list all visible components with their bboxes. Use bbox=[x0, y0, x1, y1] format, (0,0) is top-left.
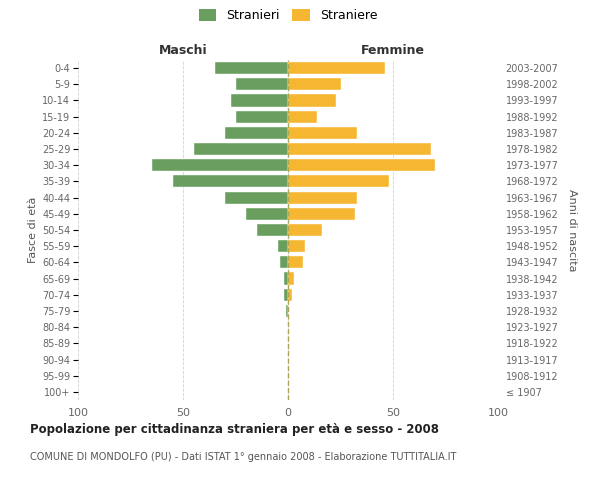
Bar bbox=[235, 110, 288, 122]
Bar bbox=[225, 192, 288, 203]
Text: Maschi: Maschi bbox=[158, 44, 208, 57]
Legend: Stranieri, Straniere: Stranieri, Straniere bbox=[199, 8, 377, 22]
Bar bbox=[286, 305, 288, 317]
Bar bbox=[232, 94, 288, 106]
Bar bbox=[235, 78, 288, 90]
Text: COMUNE DI MONDOLFO (PU) - Dati ISTAT 1° gennaio 2008 - Elaborazione TUTTITALIA.I: COMUNE DI MONDOLFO (PU) - Dati ISTAT 1° … bbox=[30, 452, 457, 462]
Bar bbox=[193, 143, 288, 155]
Bar bbox=[257, 224, 288, 236]
Bar bbox=[284, 288, 288, 301]
Bar bbox=[288, 272, 295, 284]
Bar bbox=[288, 159, 435, 172]
Bar bbox=[288, 256, 303, 268]
Bar bbox=[288, 176, 389, 188]
Bar bbox=[288, 224, 322, 236]
Bar bbox=[288, 240, 305, 252]
Bar bbox=[173, 176, 288, 188]
Bar bbox=[215, 62, 288, 74]
Text: Femmine: Femmine bbox=[361, 44, 425, 57]
Bar bbox=[288, 288, 292, 301]
Bar bbox=[288, 127, 358, 139]
Bar bbox=[151, 159, 288, 172]
Y-axis label: Fasce di età: Fasce di età bbox=[28, 197, 38, 263]
Bar bbox=[288, 192, 358, 203]
Bar bbox=[288, 78, 341, 90]
Bar bbox=[277, 240, 288, 252]
Bar bbox=[225, 127, 288, 139]
Bar bbox=[288, 143, 431, 155]
Y-axis label: Anni di nascita: Anni di nascita bbox=[567, 188, 577, 271]
Bar bbox=[246, 208, 288, 220]
Bar bbox=[288, 62, 385, 74]
Text: Popolazione per cittadinanza straniera per età e sesso - 2008: Popolazione per cittadinanza straniera p… bbox=[30, 422, 439, 436]
Bar bbox=[288, 94, 337, 106]
Bar bbox=[288, 110, 317, 122]
Bar bbox=[288, 208, 355, 220]
Bar bbox=[284, 272, 288, 284]
Bar bbox=[280, 256, 288, 268]
